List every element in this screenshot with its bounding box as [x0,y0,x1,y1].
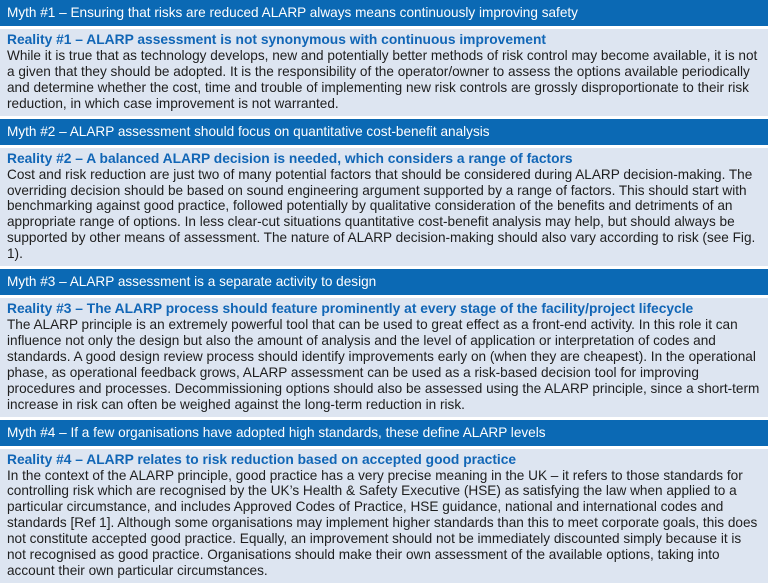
reality-3-text: The ALARP principle is an extremely powe… [7,317,760,412]
myth-1-header: Myth #1 – Ensuring that risks are reduce… [0,0,768,26]
reality-3-title: Reality #3 – The ALARP process should fe… [7,301,694,317]
reality-4-box: Reality #4 – ALARP relates to risk reduc… [0,448,768,583]
reality-1-text: While it is true that as technology deve… [7,48,758,111]
reality-1-title: Reality #1 – ALARP assessment is not syn… [7,32,546,47]
reality-4-text: In the context of the ALARP principle, g… [7,467,758,578]
reality-2-text: Cost and risk reduction are just two of … [7,166,756,262]
myth-4-header: Myth #4 – If a few organisations have ad… [0,419,768,446]
reality-1-box: Reality #1 – ALARP assessment is not syn… [0,29,768,116]
reality-2-box: Reality #2 – A balanced ALARP decision i… [0,147,768,267]
myth-3-header: Myth #3 – ALARP assessment is a separate… [0,269,768,296]
reality-2-title: Reality #2 – A balanced ALARP decision i… [7,150,573,166]
reality-3-box: Reality #3 – The ALARP process should fe… [0,298,768,417]
reality-4-title: Reality #4 – ALARP relates to risk reduc… [7,451,517,467]
myth-2-header: Myth #2 – ALARP assessment should focus … [0,118,768,145]
